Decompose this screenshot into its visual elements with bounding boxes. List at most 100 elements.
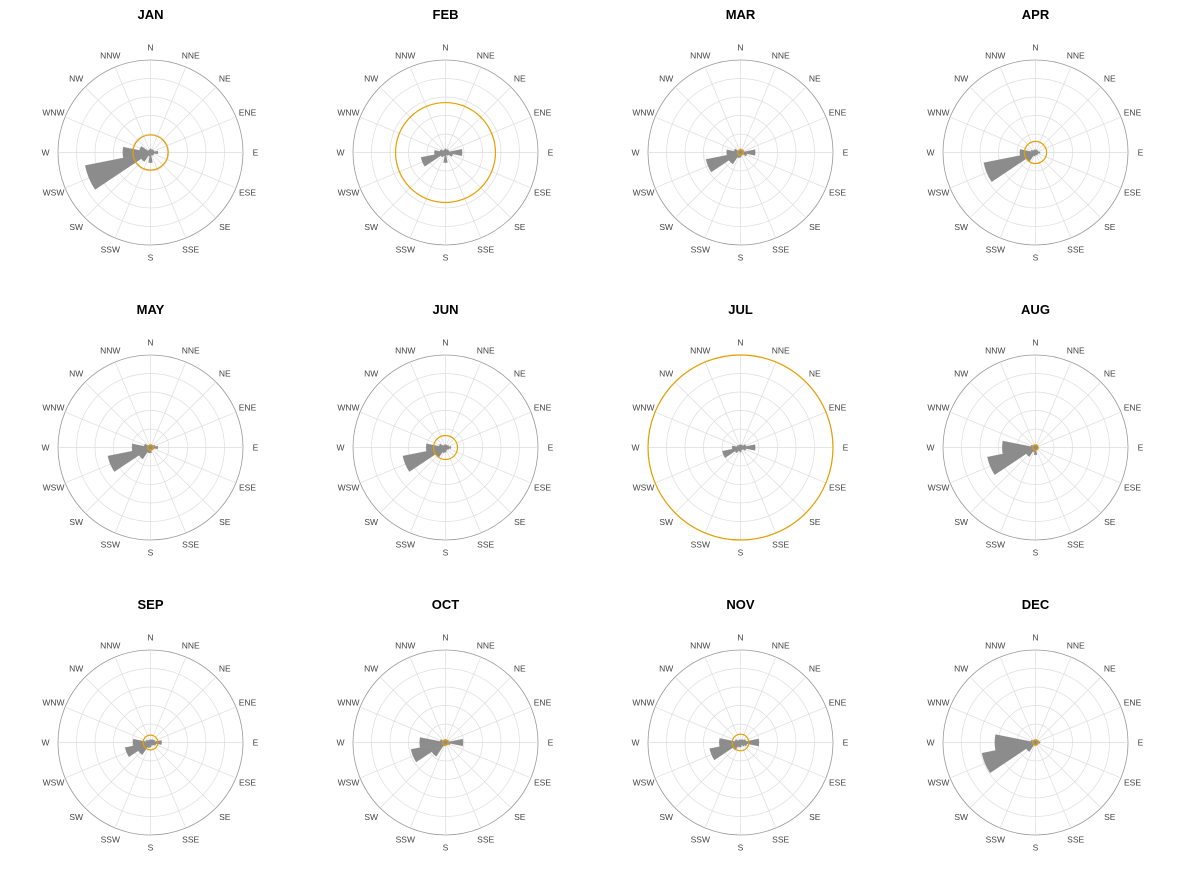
grid-spoke — [379, 86, 446, 153]
bar-wsw — [85, 152, 151, 190]
grid-spoke — [150, 152, 187, 239]
direction-label: E — [548, 148, 554, 158]
calm-circle — [647, 354, 834, 541]
direction-label: WSW — [633, 778, 655, 788]
direction-label: E — [548, 443, 554, 453]
grid-spoke — [999, 656, 1036, 743]
direction-label: E — [1138, 443, 1144, 453]
direction-label: SW — [954, 222, 968, 232]
grid-spoke — [674, 152, 741, 219]
direction-label: S — [738, 843, 744, 853]
direction-label: SW — [69, 517, 83, 527]
direction-label: SSW — [396, 835, 415, 845]
grid-spoke — [740, 152, 827, 189]
grid-spoke — [114, 447, 151, 534]
grid-spoke — [114, 742, 151, 829]
direction-label: ENE — [1124, 697, 1142, 707]
grid-spoke — [740, 447, 827, 484]
direction-label: ENE — [1124, 107, 1142, 117]
direction-label: NW — [954, 73, 968, 83]
bar-w — [131, 443, 151, 452]
direction-label: NNE — [477, 345, 495, 355]
bar-w — [1019, 149, 1036, 156]
bar-e — [150, 150, 159, 155]
calm-circle — [132, 134, 169, 171]
direction-label: N — [442, 43, 448, 53]
grid-spoke — [409, 742, 446, 829]
wind-rose-plot: N NNE NE ENE E ESE SE SSE S SSW SW WSW W WNW NW NNW — [41, 43, 258, 263]
direction-label: NNE — [477, 640, 495, 650]
grid-spoke — [1035, 152, 1072, 239]
grid-spoke — [704, 656, 741, 743]
direction-label: E — [253, 738, 259, 748]
direction-label: NNE — [1067, 345, 1085, 355]
direction-label: NE — [1104, 368, 1116, 378]
grid-spoke — [654, 116, 741, 153]
grid-spoke — [445, 447, 482, 534]
grid-spoke — [445, 152, 512, 219]
grid-spoke — [740, 86, 807, 153]
grid-spoke — [445, 152, 482, 239]
wind-rose-panel: N NNE NE ENE E ESE SE SSE S SSW SW WSW W WNW NW NNW SEP — [3, 590, 298, 885]
wind-rose-panel: N NNE NE ENE E ESE SE SSE S SSW SW WSW W WNW NW NNW OCT — [298, 590, 593, 885]
direction-label: SW — [364, 222, 378, 232]
grid-spoke — [150, 742, 237, 779]
grid-spoke — [1035, 152, 1102, 219]
direction-label: SW — [659, 222, 673, 232]
calm-circle — [442, 739, 449, 746]
direction-label: S — [738, 253, 744, 263]
calm-circle — [432, 434, 459, 461]
direction-label: S — [443, 843, 449, 853]
direction-label: NE — [219, 663, 231, 673]
direction-label: N — [147, 43, 153, 53]
direction-label: SSW — [986, 540, 1005, 550]
direction-label: SSE — [772, 540, 789, 550]
direction-label: S — [1033, 843, 1039, 853]
bar-n — [444, 148, 447, 153]
direction-label: SE — [219, 812, 231, 822]
bar-w — [719, 738, 741, 747]
direction-label: WNW — [42, 107, 64, 117]
bar-s — [443, 152, 448, 163]
grid-spoke — [740, 411, 827, 448]
bar-wsw — [983, 152, 1036, 182]
bar-w — [1002, 440, 1036, 455]
direction-label: E — [843, 443, 849, 453]
direction-label: W — [926, 148, 934, 158]
direction-label: N — [1032, 43, 1038, 53]
direction-label: S — [148, 253, 154, 263]
direction-label: SSE — [182, 245, 199, 255]
direction-label: SSW — [691, 835, 710, 845]
wind-rose-panel: N NNE NE ENE E ESE SE SSE S SSW SW WSW W WNW NW NNW MAR — [593, 0, 888, 295]
grid-spoke — [445, 361, 482, 448]
bar-se — [150, 152, 154, 156]
direction-label: NE — [514, 368, 526, 378]
panel-title: JUN — [432, 302, 459, 317]
direction-label: WNW — [927, 107, 949, 117]
direction-label: N — [1032, 338, 1038, 348]
grid-spoke — [740, 742, 827, 779]
bar-s — [739, 447, 742, 453]
grid-spoke — [1035, 676, 1102, 743]
direction-label: NE — [514, 663, 526, 673]
direction-label: W — [41, 443, 49, 453]
wind-rose-panel: N NNE NE ENE E ESE SE SSE S SSW SW WSW W WNW NW NNW DEC — [888, 590, 1181, 885]
calm-circle — [142, 734, 159, 751]
direction-label: SSE — [1067, 540, 1084, 550]
grid-spoke — [969, 447, 1036, 514]
direction-label: NNW — [690, 640, 710, 650]
grid-spoke — [359, 706, 446, 743]
direction-label: SE — [809, 812, 821, 822]
direction-label: WNW — [337, 107, 359, 117]
direction-label: NW — [364, 73, 378, 83]
bar-wnw — [139, 146, 151, 153]
grid-spoke — [654, 706, 741, 743]
direction-label: SW — [659, 812, 673, 822]
direction-label: N — [737, 43, 743, 53]
direction-label: SSE — [772, 245, 789, 255]
grid-spoke — [969, 152, 1036, 219]
direction-label: SW — [659, 517, 673, 527]
grid-spoke — [150, 411, 237, 448]
grid-spoke — [740, 656, 777, 743]
grid-spoke — [150, 447, 217, 514]
